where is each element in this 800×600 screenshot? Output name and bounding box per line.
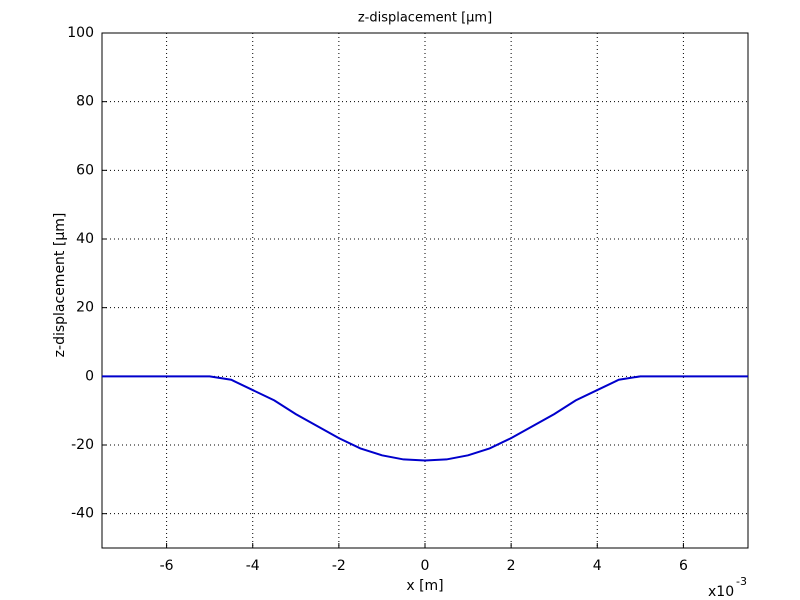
chart-title: z-displacement [µm] <box>358 11 492 26</box>
x-tick-label: 4 <box>593 558 602 574</box>
x-tick-label: -2 <box>332 558 346 574</box>
y-tick-label: 20 <box>76 300 94 316</box>
y-axis-label: z-displacement [µm] <box>52 213 68 358</box>
x-tick-label: 2 <box>507 558 516 574</box>
x-tick-label: 6 <box>679 558 688 574</box>
data-line <box>102 375 748 462</box>
y-tick-label: 0 <box>85 368 94 384</box>
y-tick-label: 60 <box>76 162 94 178</box>
x-axis-label: x [m] <box>406 578 443 594</box>
y-tick-label: 40 <box>76 231 94 247</box>
y-tick-label: -20 <box>71 437 94 453</box>
plot-frame <box>101 32 749 549</box>
x-tick-label: -6 <box>160 558 174 574</box>
x-tick-label: -4 <box>246 558 260 574</box>
y-tick-label: 80 <box>76 94 94 110</box>
x-scale-exponent: -3 <box>736 575 747 588</box>
x-tick-label: 0 <box>421 558 430 574</box>
y-tick-label: -40 <box>71 506 94 522</box>
x-scale-label: x10 <box>708 584 734 600</box>
y-tick-label: 100 <box>67 25 94 41</box>
